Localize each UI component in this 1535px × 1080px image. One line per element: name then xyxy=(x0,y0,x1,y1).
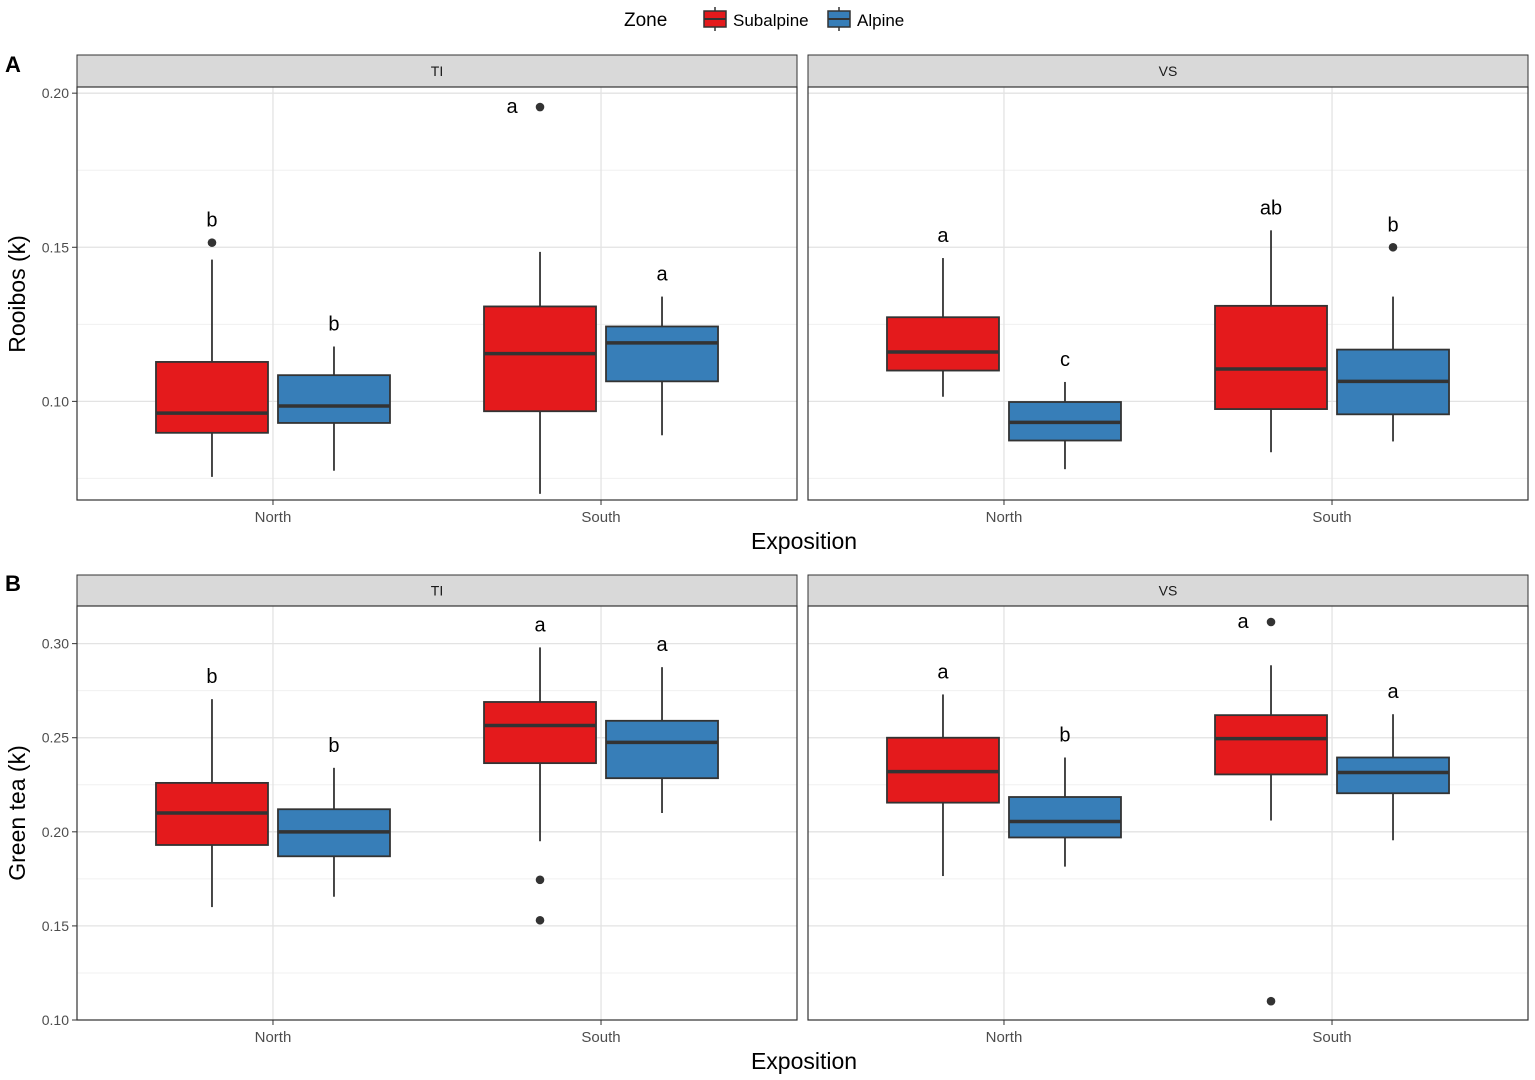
facet-strip xyxy=(76,54,798,88)
significance-letter: a xyxy=(656,634,668,656)
box-iqr xyxy=(1214,714,1328,776)
panel-b-plots: 0.10 0.15 0.20 0.25 0.30 TI North South b b a a VS No… xyxy=(42,574,1529,1046)
box-north-alpine: b xyxy=(277,735,391,897)
box-iqr xyxy=(483,701,597,765)
facet-strip-label: VS xyxy=(1159,583,1178,599)
panel-tag-b: B xyxy=(5,571,21,596)
panel-background xyxy=(77,87,797,500)
panel-border xyxy=(76,86,798,501)
x-tick-label: South xyxy=(1312,1029,1351,1046)
box-south-alpine: b xyxy=(1336,214,1450,442)
significance-letter: a xyxy=(937,225,949,247)
significance-letter: b xyxy=(1059,724,1070,746)
significance-letter: a xyxy=(534,614,546,636)
legend-title: Zone xyxy=(624,10,667,31)
facet-strip xyxy=(807,54,1529,88)
outlier-point xyxy=(535,102,545,112)
significance-letter: a xyxy=(506,96,518,118)
box-north-subalpine: a xyxy=(886,225,1000,397)
x-tick-label: North xyxy=(255,1029,292,1046)
outlier-point xyxy=(1266,617,1276,627)
y-tick-label: 0.20 xyxy=(42,85,69,101)
panel-border xyxy=(807,86,1529,501)
box-north-alpine: b xyxy=(1008,724,1122,867)
significance-letter: a xyxy=(656,264,668,286)
legend-key-alpine xyxy=(827,7,851,31)
box-north-alpine: b xyxy=(277,314,391,471)
panel-border xyxy=(76,605,798,1021)
significance-letter: a xyxy=(937,661,949,683)
panel-border xyxy=(807,605,1529,1021)
facet-strip-label: TI xyxy=(431,583,443,599)
x-tick-label: North xyxy=(255,509,292,526)
significance-letter: b xyxy=(1387,214,1398,236)
panel-background xyxy=(808,87,1528,500)
facet-strip-label: TI xyxy=(431,63,443,79)
significance-letter: c xyxy=(1060,349,1070,371)
significance-letter: ab xyxy=(1260,197,1282,219)
outlier-point xyxy=(535,915,545,925)
significance-letter: a xyxy=(1237,611,1249,633)
significance-letter: b xyxy=(206,210,217,232)
y-tick-label: 0.20 xyxy=(42,824,69,840)
box-iqr xyxy=(605,325,719,383)
box-iqr xyxy=(1336,756,1450,795)
significance-letter: b xyxy=(328,314,339,336)
outlier-point xyxy=(1388,242,1398,252)
facet-strip-label: VS xyxy=(1159,63,1178,79)
outlier-point xyxy=(535,875,545,885)
facet-strip xyxy=(76,574,798,607)
legend: Zone Subalpine Alpine xyxy=(624,7,904,31)
x-tick-label: North xyxy=(986,509,1023,526)
box-north-subalpine: b xyxy=(155,666,269,908)
box-south-subalpine: ab xyxy=(1214,197,1328,453)
y-tick-label: 0.25 xyxy=(42,730,69,746)
box-iqr xyxy=(155,361,269,434)
xlabel-b: Exposition xyxy=(751,1048,857,1074)
box-north-subalpine: b xyxy=(155,210,269,477)
y-tick-label: 0.30 xyxy=(42,636,69,652)
ylabel-b: Green tea (k) xyxy=(4,745,30,881)
x-tick-label: South xyxy=(581,509,620,526)
legend-label-subalpine: Subalpine xyxy=(733,11,809,30)
y-tick-label: 0.10 xyxy=(42,1012,69,1028)
box-north-alpine: c xyxy=(1008,349,1122,470)
box-iqr xyxy=(605,719,719,780)
box-iqr xyxy=(1214,304,1328,410)
box-iqr xyxy=(886,316,1000,372)
box-south-subalpine: a xyxy=(1214,611,1328,1006)
box-iqr xyxy=(1008,796,1122,839)
ylabel-a: Rooibos (k) xyxy=(4,235,30,353)
outlier-point xyxy=(1266,996,1276,1006)
box-south-alpine: a xyxy=(605,634,719,813)
box-south-alpine: a xyxy=(605,264,719,436)
panel-tag-a: A xyxy=(5,52,21,77)
significance-letter: b xyxy=(206,666,217,688)
legend-key-subalpine xyxy=(703,7,727,31)
outlier-point xyxy=(207,238,217,247)
y-tick-label: 0.10 xyxy=(42,393,69,409)
y-tick-label: 0.15 xyxy=(42,239,69,255)
y-tick-label: 0.15 xyxy=(42,918,69,934)
box-north-subalpine: a xyxy=(886,661,1000,877)
significance-letter: b xyxy=(328,735,339,757)
xlabel-a: Exposition xyxy=(751,528,857,554)
x-tick-label: South xyxy=(581,1029,620,1046)
facet-strip xyxy=(807,574,1529,607)
box-iqr xyxy=(483,305,597,413)
x-tick-label: North xyxy=(986,1029,1023,1046)
panel-a-plots: 0.10 0.15 0.20 TI North South b b a a VS North South… xyxy=(42,54,1529,526)
box-south-subalpine: a xyxy=(483,96,597,494)
legend-label-alpine: Alpine xyxy=(857,11,904,30)
box-iqr xyxy=(277,374,391,424)
box-south-subalpine: a xyxy=(483,614,597,925)
box-south-alpine: a xyxy=(1336,681,1450,841)
significance-letter: a xyxy=(1387,681,1399,703)
panel-background xyxy=(808,606,1528,1020)
x-tick-label: South xyxy=(1312,509,1351,526)
